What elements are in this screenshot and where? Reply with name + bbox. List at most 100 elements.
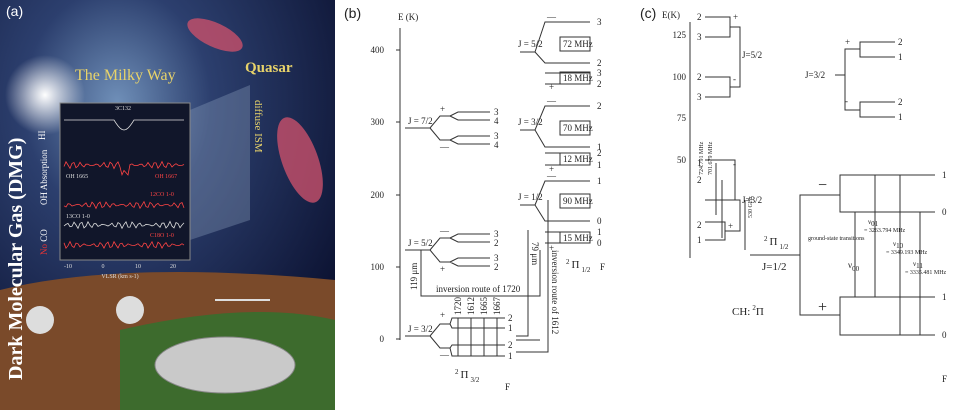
transition-label: ν10 [893, 240, 904, 250]
route-label: inversion route of 1612 [550, 250, 560, 334]
f-axis: F [942, 374, 947, 384]
panel-b: (b) E (K) 400 300 200 100 0 J = 7/2 + — … [344, 5, 605, 392]
co-text: CO [39, 229, 49, 242]
f-label: 1 [898, 112, 903, 122]
nu-sub: 10 [896, 242, 904, 250]
x-tick: 0 [102, 264, 105, 270]
y-tick: 125 [673, 30, 687, 40]
j-label: J = 5/2 [518, 39, 543, 49]
f-label: 2 [494, 262, 499, 272]
frequency: = 3335.481 MHz [905, 270, 947, 276]
parity: - [845, 96, 848, 106]
oh-label: OH Absorption [39, 149, 49, 205]
transition: 119 μm [409, 263, 419, 290]
figure: (a) Dark Molecular Gas (DMG) The Milky W… [0, 0, 953, 410]
line-freq: 1665 [479, 297, 489, 316]
parity: + [845, 37, 850, 47]
line-label: 13CO 1-0 [66, 214, 90, 220]
parity: + [733, 12, 738, 22]
note: ground-state transitions [808, 236, 865, 242]
milky-way: The Milky Way [75, 67, 176, 84]
split: 72 MHz [563, 39, 593, 49]
axis-label: E (K) [398, 12, 418, 22]
line-label: 12CO 1-0 [150, 192, 174, 198]
molecule: CH:2Π [732, 304, 764, 318]
f-axis: F [505, 382, 510, 392]
no-label: No [39, 244, 49, 255]
panel-label: (c) [640, 5, 656, 21]
parity: + [818, 299, 827, 316]
dish [116, 296, 144, 324]
source: 3C132 [115, 106, 131, 112]
line-freq: 1667 [492, 297, 502, 316]
f-label: 1 [597, 160, 602, 170]
y-tick: 300 [371, 117, 385, 127]
f-label: 2 [898, 97, 903, 107]
line-label: OH 1665 [66, 174, 88, 180]
y-tick: 400 [371, 45, 385, 55]
nu-sub: 01 [871, 220, 879, 228]
y-tick: 100 [673, 72, 687, 82]
frequency: 701.679 MHz [708, 141, 714, 175]
state-sub: 1/2 [779, 243, 788, 251]
parity: — [546, 171, 557, 181]
axis-ticks [396, 50, 400, 339]
split: 70 MHz [563, 123, 593, 133]
line-freq: 1612 [466, 297, 476, 315]
dish [26, 306, 54, 334]
j-label: J=1/2 [762, 261, 787, 273]
f-label: 3 [597, 17, 602, 27]
parity: + [440, 310, 445, 320]
parity: + [549, 243, 554, 253]
state-sup: 2 [764, 235, 768, 243]
co-label: No CO [39, 229, 49, 255]
f-label: 1 [942, 292, 947, 302]
f-label: 3 [697, 92, 702, 102]
frequency: = 3349.193 MHz [886, 250, 928, 256]
level [835, 42, 895, 117]
parity: — [439, 142, 450, 152]
transition: 79 μm [530, 242, 540, 265]
state: 2Π1/2 [566, 258, 591, 274]
f-label: 2 [494, 238, 499, 248]
f-axis: F [600, 262, 605, 272]
transition-label: ν00 [848, 260, 860, 273]
f-label: 4 [494, 116, 499, 126]
quasar: Quasar [245, 60, 293, 76]
j-label: J = 3/2 [518, 117, 543, 127]
parity: + [440, 264, 445, 274]
f-label: 2 [697, 220, 702, 230]
x-tick: 10 [135, 264, 141, 270]
state-symbol: Π [572, 259, 580, 271]
state: 2Π1/2 [764, 235, 789, 251]
parity: + [440, 104, 445, 114]
nu-sub: 11 [916, 262, 923, 270]
state-sub: 1/2 [581, 266, 590, 274]
frequency: = 3263.794 MHz [864, 228, 906, 234]
f-label: 0 [942, 207, 947, 217]
split: 15 MHz [563, 233, 593, 243]
route [421, 250, 540, 340]
panel-c: (c) E(K) 125 100 75 50 2 3 2 3 + - J=5/2… [640, 5, 947, 384]
f-label: 0 [597, 238, 602, 248]
state-symbol: Π [770, 236, 778, 248]
split: 90 MHz [563, 196, 593, 206]
parity: — [546, 12, 557, 22]
line-label: OH 1667 [155, 174, 177, 180]
frequency: 530 GHz [748, 196, 754, 218]
f-label: 2 [597, 79, 602, 89]
parity: — [439, 350, 450, 360]
parity: — [439, 226, 450, 236]
state-symbol: Π [461, 369, 469, 381]
ism-beam [190, 85, 250, 240]
arecibo-dish [155, 337, 295, 393]
x-label: VLSR (km s-1) [101, 273, 138, 280]
line-label: C18O 1-0 [150, 233, 174, 239]
y-tick: 75 [677, 113, 687, 123]
f-label: 2 [697, 72, 702, 82]
j-label: J=5/2 [742, 50, 762, 60]
f-label: 2 [697, 175, 702, 185]
y-tick: 200 [371, 190, 385, 200]
f-label: 2 [597, 148, 602, 158]
